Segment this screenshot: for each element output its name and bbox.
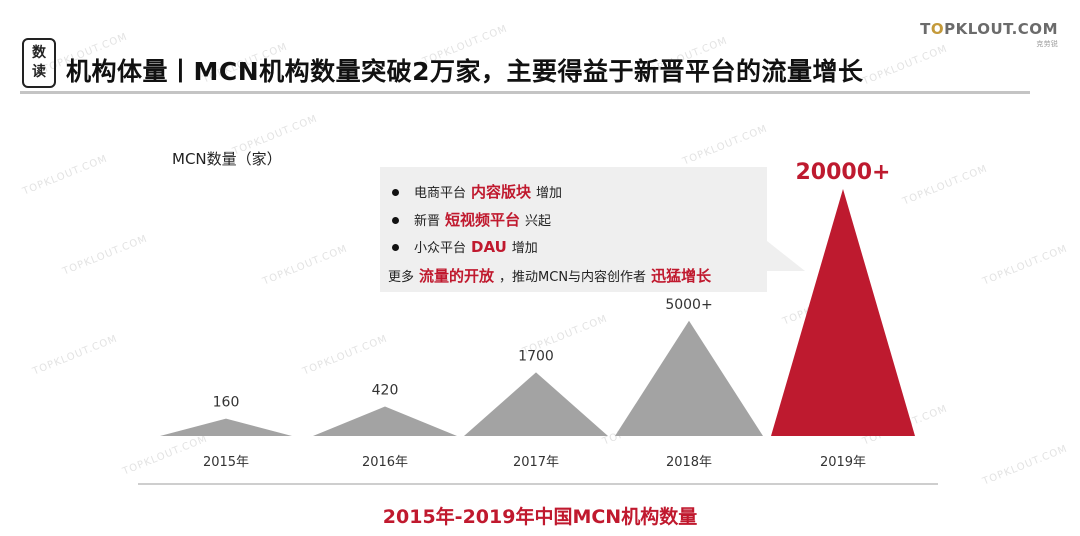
callout-summary-highlight: 流量的开放 xyxy=(419,267,495,285)
callout-item-text: 新晋 xyxy=(414,214,441,229)
callout-item-text: 增加 xyxy=(536,186,563,201)
chart-bar-2015 xyxy=(160,418,292,436)
x-tick-label: 2018年 xyxy=(666,455,712,470)
brand-logo: TOPKLOUT.COM 克劳锐 xyxy=(920,20,1058,49)
callout-summary-highlight: 迅猛增长 xyxy=(651,267,712,285)
callout-item-text: 小众平台 xyxy=(414,241,467,256)
callout-summary-text: ，推动MCN与内容创作者 xyxy=(499,270,647,285)
logo-part: PKLOUT.COM xyxy=(944,20,1058,38)
callout-item-highlight: 短视频平台 xyxy=(445,211,521,229)
logo-part: T xyxy=(920,20,931,38)
x-tick-label: 2019年 xyxy=(820,455,866,470)
callout-summary: 更多 流量的开放 ，推动MCN与内容创作者 迅猛增长 xyxy=(388,265,716,286)
section-badge: 数 读 xyxy=(22,38,56,88)
callout-tail xyxy=(767,241,805,271)
data-label: 20000+ xyxy=(796,160,891,185)
callout-item-highlight: 内容版块 xyxy=(471,183,532,201)
callout-item-highlight: DAU xyxy=(471,238,507,256)
data-label: 5000+ xyxy=(665,297,712,313)
logo-part-o: O xyxy=(930,20,945,38)
chart-bar-2017 xyxy=(464,372,608,436)
callout-item: 小众平台 DAU 增加 xyxy=(380,237,538,256)
chart-bar-2016 xyxy=(313,406,457,436)
badge-char-1: 数 xyxy=(32,45,46,61)
bullet-icon xyxy=(392,217,399,224)
x-tick-label: 2015年 xyxy=(203,455,249,470)
callout-item: 电商平台 内容版块 增加 xyxy=(380,181,562,202)
bullet-icon xyxy=(392,244,399,251)
chart-bar-2018 xyxy=(615,320,763,436)
badge-char-2: 读 xyxy=(32,64,46,80)
data-label: 420 xyxy=(372,382,399,398)
title-divider xyxy=(20,91,1030,94)
data-label: 1700 xyxy=(518,348,554,364)
chart-bar-2019 xyxy=(771,189,915,436)
logo-wordmark: TOPKLOUT.COM xyxy=(920,20,1058,38)
bullet-icon xyxy=(392,189,399,196)
chart-title: 2015年-2019年中国MCN机构数量 xyxy=(382,506,698,528)
callout-item-text: 兴起 xyxy=(525,214,552,229)
y-axis-label: MCN数量（家） xyxy=(172,150,282,168)
logo-tagline: 克劳锐 xyxy=(1036,40,1058,48)
callout-item: 新晋 短视频平台 兴起 xyxy=(380,209,551,230)
page-title: 机构体量丨MCN机构数量突破2万家，主要得益于新晋平台的流量增长 xyxy=(66,57,864,86)
x-tick-label: 2016年 xyxy=(362,455,408,470)
callout-item-text: 电商平台 xyxy=(414,186,467,201)
callout-box: 电商平台 内容版块 增加 新晋 短视频平台 兴起 小众平台 DAU 增加 更多 … xyxy=(380,167,767,292)
x-tick-label: 2017年 xyxy=(513,455,559,470)
data-label: 160 xyxy=(213,395,240,411)
callout-summary-text: 更多 xyxy=(388,270,415,285)
callout-item-text: 增加 xyxy=(511,241,538,256)
